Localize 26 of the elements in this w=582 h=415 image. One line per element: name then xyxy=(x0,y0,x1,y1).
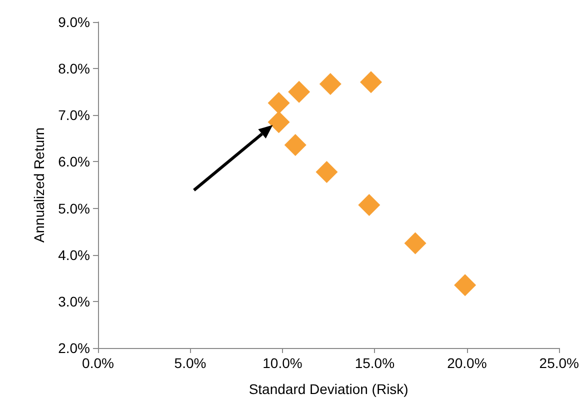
y-tick-label: 4.0% xyxy=(58,246,90,263)
x-tick-label: 25.0% xyxy=(539,355,580,371)
x-tick-label: 5.0% xyxy=(174,355,206,371)
y-axis-title: Annualized Return xyxy=(31,127,47,243)
point xyxy=(316,160,338,183)
point xyxy=(268,111,290,134)
point xyxy=(288,80,310,103)
point xyxy=(268,92,290,114)
point xyxy=(404,232,426,254)
y-tick-label: 5.0% xyxy=(58,200,90,216)
y-tick-label: 8.0% xyxy=(58,60,90,77)
point xyxy=(360,71,382,94)
x-tick-label: 15.0% xyxy=(354,355,395,371)
x-tick-label: 10.0% xyxy=(262,355,302,371)
point xyxy=(319,72,342,95)
x-axis-title: Standard Deviation (Risk) xyxy=(248,381,408,397)
y-tick-label: 2.0% xyxy=(58,340,90,356)
x-tick-label: 0.0% xyxy=(82,355,114,371)
point xyxy=(358,194,380,216)
point xyxy=(454,274,476,296)
y-tick-label: 7.0% xyxy=(58,107,90,124)
y-tick-label: 3.0% xyxy=(58,293,90,310)
y-tick-label: 9.0% xyxy=(58,14,90,30)
point xyxy=(284,134,306,156)
y-tick-label: 6.0% xyxy=(58,154,90,170)
x-tick-label: 20.0% xyxy=(447,355,487,371)
